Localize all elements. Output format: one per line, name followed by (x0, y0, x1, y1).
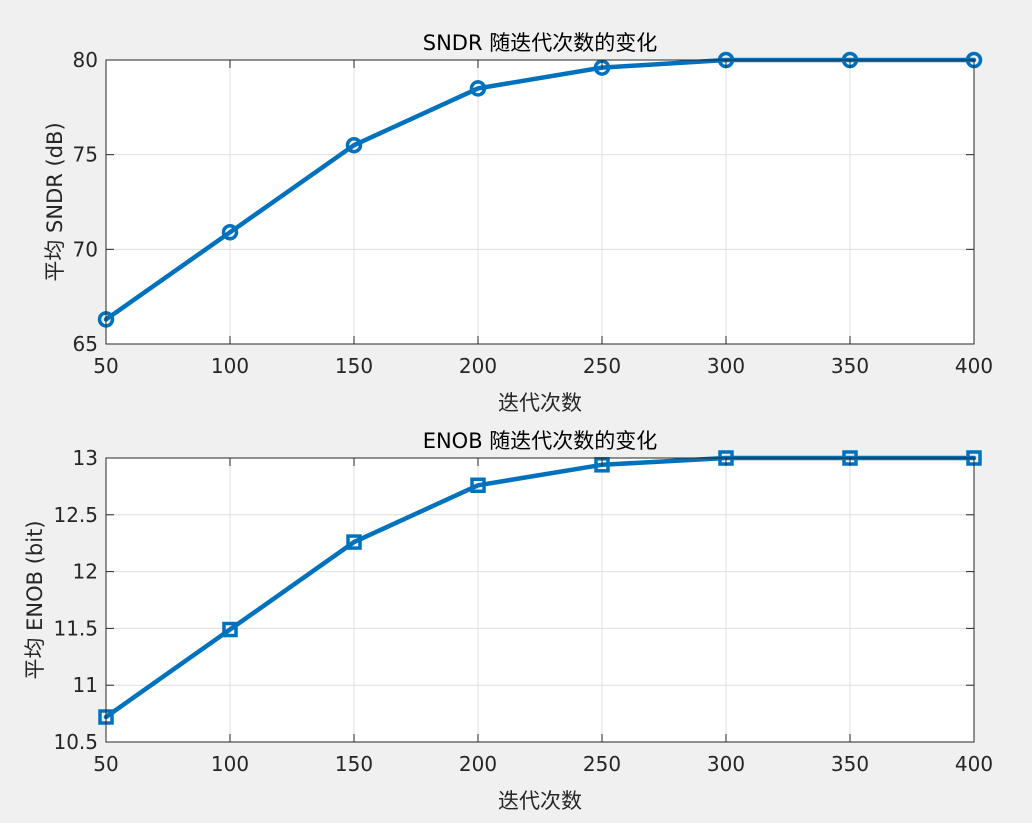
enob-chart-title: ENOB 随迭代次数的变化 (423, 429, 658, 453)
enob-data-point (470, 477, 486, 494)
enob-y-tick-label: 11.5 (53, 616, 98, 640)
sndr-y-tick-label: 70 (73, 237, 98, 261)
enob-x-tick-label: 200 (459, 752, 497, 776)
sndr-y-tick-label: 80 (73, 48, 98, 72)
enob-data-point (346, 534, 362, 550)
sndr-x-tick-label: 250 (583, 354, 621, 378)
sndr-y-tick-label: 75 (73, 143, 98, 167)
sndr-x-tick-label: 200 (459, 354, 497, 378)
sndr-x-axis-label: 迭代次数 (498, 391, 582, 415)
sndr-x-tick-label: 150 (335, 354, 373, 378)
enob-x-axis-label: 迭代次数 (498, 789, 582, 813)
sndr-chart-title: SNDR 随迭代次数的变化 (423, 31, 657, 55)
enob-y-tick-label: 10.5 (53, 730, 98, 754)
sndr-y-tick-label: 65 (73, 332, 98, 356)
enob-x-tick-label: 350 (831, 752, 869, 776)
enob-y-tick-label: 12.5 (53, 503, 98, 527)
enob-x-tick-label: 400 (955, 752, 993, 776)
sndr-axes-box (105, 59, 975, 345)
sndr-plot: 50 100 150 200 250 300 350 400 65 70 75 80 SNDR 随迭代… (43, 31, 993, 415)
sndr-data-point (469, 80, 487, 97)
enob-ticks: 50 100 150 200 250 300 350 400 10.5 11 11.5 12 12.5 1… (53, 446, 993, 776)
sndr-data-point (345, 136, 363, 154)
enob-axes-area (106, 458, 974, 742)
enob-y-tick-label: 13 (73, 446, 98, 470)
enob-x-tick-label: 150 (335, 752, 373, 776)
enob-x-tick-label: 50 (93, 752, 118, 776)
enob-x-tick-label: 250 (583, 752, 621, 776)
enob-y-tick-label: 12 (73, 560, 98, 584)
sndr-x-tick-label: 50 (93, 354, 118, 378)
enob-y-tick-label: 11 (73, 673, 98, 697)
enob-plot: 50 100 150 200 250 300 350 400 10.5 11 11.5 12 12.5 1… (23, 429, 993, 813)
enob-axes-box (105, 457, 975, 743)
sndr-x-tick-label: 100 (211, 354, 249, 378)
sndr-y-axis-label: 平均 SNDR (dB) (43, 122, 67, 281)
sndr-axes-area (106, 60, 974, 344)
sndr-ticks: 50 100 150 200 250 300 350 400 65 70 75 80 (73, 48, 994, 378)
sndr-x-tick-label: 300 (707, 354, 745, 378)
sndr-data-point (221, 224, 239, 241)
enob-y-axis-label: 平均 ENOB (bit) (23, 520, 47, 679)
sndr-x-tick-label: 400 (955, 354, 993, 378)
enob-x-tick-label: 300 (707, 752, 745, 776)
sndr-x-tick-label: 350 (831, 354, 869, 378)
enob-x-tick-label: 100 (211, 752, 249, 776)
enob-data-point (222, 621, 238, 638)
